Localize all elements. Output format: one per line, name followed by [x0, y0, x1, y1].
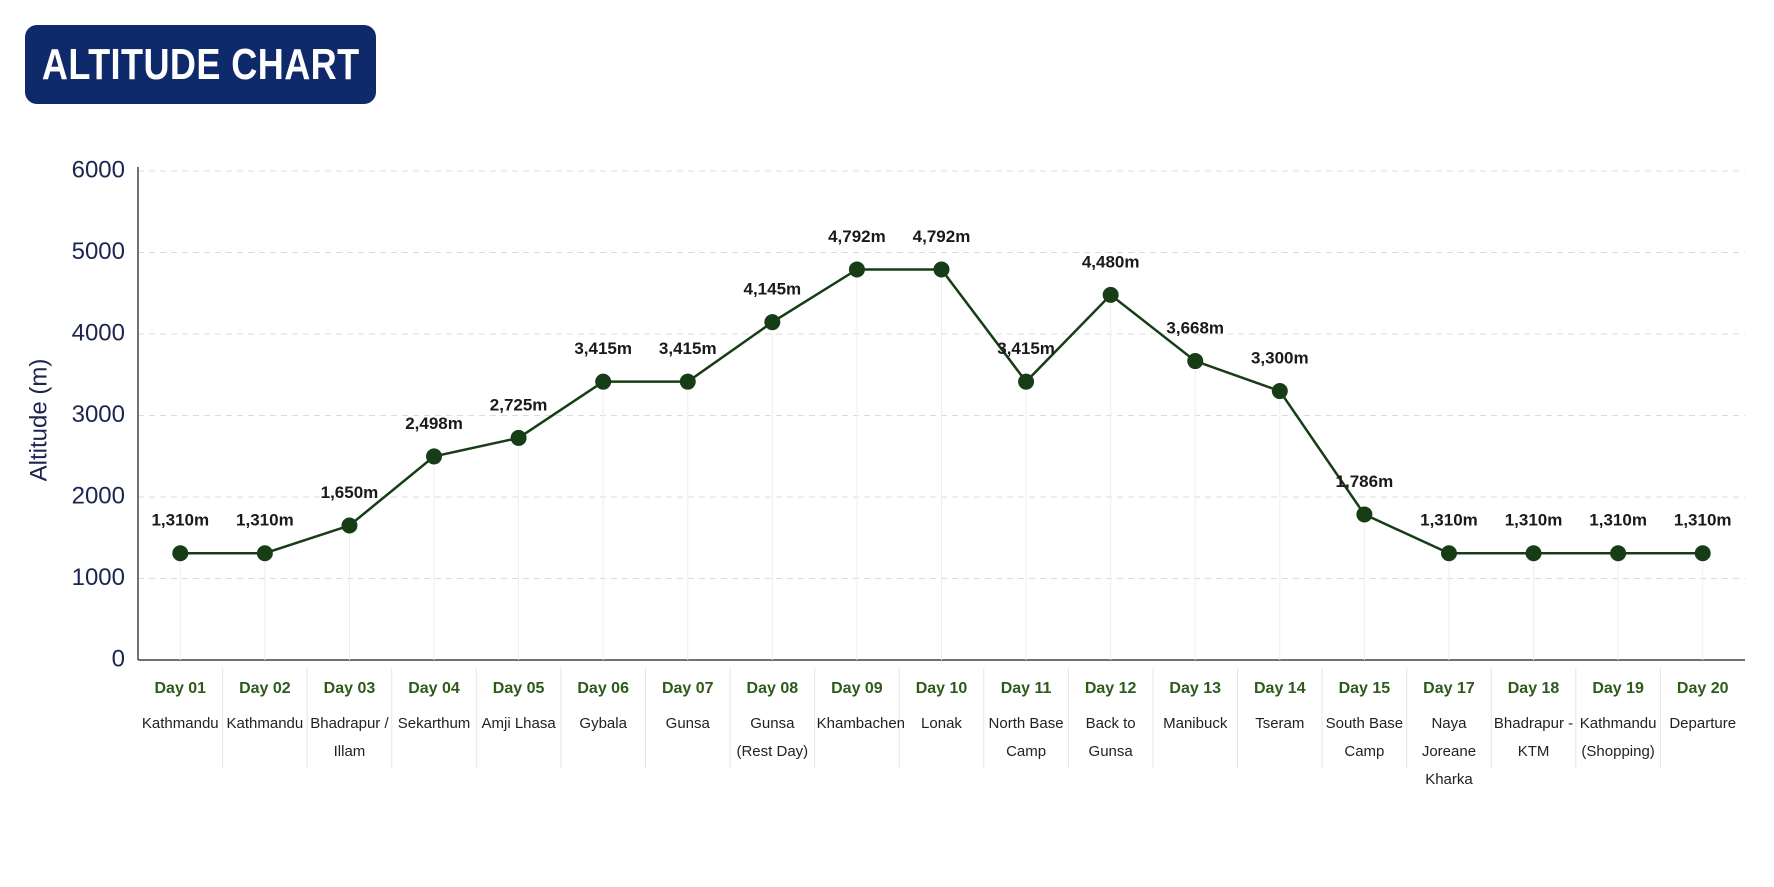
chart-title: ALTITUDE CHART	[41, 39, 360, 89]
data-point	[679, 373, 696, 390]
x-tick-label: Day 03	[323, 680, 376, 697]
x-tick-label: Day 11	[1000, 680, 1052, 697]
x-location-label: Kathmandu (Shopping)	[1579, 715, 1657, 760]
x-tick-label: Day 20	[1676, 680, 1729, 697]
x-tick-label: Day 08	[746, 680, 799, 697]
x-tick-label: Day 13	[1169, 680, 1222, 697]
y-tick-label: 5000	[72, 238, 125, 265]
data-point	[1440, 545, 1457, 562]
x-tick-label: Day 02	[239, 680, 291, 697]
y-tick-label: 1000	[72, 564, 125, 591]
y-tick-label: 3000	[72, 401, 125, 428]
x-location-label: Bhadrapur - KTM	[1493, 715, 1574, 760]
x-tick-label: Day 18	[1507, 680, 1560, 697]
value-label: 2,498m	[405, 414, 463, 433]
x-tick-label: Day 04	[408, 680, 460, 697]
x-location-label: Naya Joreane Kharka	[1421, 715, 1477, 788]
x-tick-label: Day 07	[661, 680, 714, 697]
x-tick-label: Day 06	[577, 680, 629, 697]
data-point	[1187, 353, 1204, 370]
data-point	[256, 545, 273, 562]
value-label: 1,310m	[1674, 511, 1732, 530]
x-tick-label: Day 09	[831, 680, 883, 697]
value-label: 3,415m	[997, 339, 1055, 358]
y-tick-label: 2000	[72, 482, 125, 509]
data-point	[1356, 506, 1373, 523]
value-label: 1,310m	[151, 511, 209, 530]
data-point	[1271, 383, 1288, 400]
value-label: 3,300m	[1251, 349, 1309, 368]
data-point	[1525, 545, 1542, 562]
data-point	[933, 261, 950, 278]
data-point	[510, 429, 527, 446]
data-point	[1018, 373, 1035, 390]
x-location-label: Back to Gunsa	[1085, 715, 1136, 760]
data-point	[1610, 545, 1627, 562]
x-location-label: Departure	[1669, 715, 1737, 732]
data-point	[1694, 545, 1711, 562]
value-label: 3,415m	[574, 339, 632, 358]
x-location-label: Manibuck	[1163, 715, 1228, 732]
y-tick-label: 0	[112, 645, 125, 672]
value-label: 2,725m	[490, 395, 548, 414]
x-tick-label: Day 17	[1423, 680, 1475, 697]
x-location-label: Khambachen	[816, 715, 906, 732]
value-label: 4,145m	[744, 280, 802, 299]
y-tick-label: 6000	[72, 156, 125, 183]
value-label: 1,310m	[1589, 511, 1647, 530]
value-label: 3,415m	[659, 339, 717, 358]
value-label: 1,786m	[1336, 472, 1394, 491]
x-tick-label: Day 14	[1254, 680, 1306, 697]
x-location-label: Bhadrapur / Illam	[310, 715, 389, 760]
x-location-label: North Base Camp	[988, 715, 1064, 760]
x-location-label: Gunsa (Rest Day)	[736, 715, 809, 760]
data-point	[595, 373, 612, 390]
data-point	[764, 314, 781, 331]
value-label: 4,480m	[1082, 252, 1140, 271]
data-point	[172, 545, 189, 562]
x-location-label: South Base Camp	[1325, 715, 1404, 760]
value-label: 4,792m	[828, 227, 886, 246]
value-label: 1,310m	[236, 511, 294, 530]
x-location-label: Tseram	[1255, 715, 1305, 732]
x-location-label: Gunsa	[665, 715, 710, 732]
value-label: 1,650m	[321, 483, 379, 502]
x-tick-label: Day 05	[492, 680, 545, 697]
data-point	[848, 261, 865, 278]
title-badge: ALTITUDE CHART	[25, 25, 376, 104]
x-location-label: Kathmandu	[141, 715, 219, 732]
x-tick-label: Day 15	[1338, 680, 1391, 697]
data-point	[426, 448, 443, 465]
y-axis-label: Altitude (m)	[25, 359, 52, 482]
x-location-label: Lonak	[921, 715, 962, 732]
value-label: 4,792m	[913, 227, 971, 246]
x-tick-label: Day 19	[1592, 680, 1644, 697]
x-tick-label: Day 01	[154, 680, 207, 697]
value-label: 1,310m	[1505, 511, 1563, 530]
data-point	[341, 517, 358, 534]
value-label: 3,668m	[1166, 319, 1224, 338]
y-tick-label: 4000	[72, 319, 125, 346]
x-tick-label: Day 12	[1084, 680, 1137, 697]
x-location-label: Sekarthum	[397, 715, 471, 732]
x-tick-label: Day 10	[915, 680, 968, 697]
x-location-label: Gybala	[579, 715, 627, 732]
value-label: 1,310m	[1420, 511, 1478, 530]
x-location-label: Kathmandu	[226, 715, 304, 732]
data-point	[1102, 286, 1119, 303]
x-location-label: Amji Lhasa	[481, 715, 556, 732]
